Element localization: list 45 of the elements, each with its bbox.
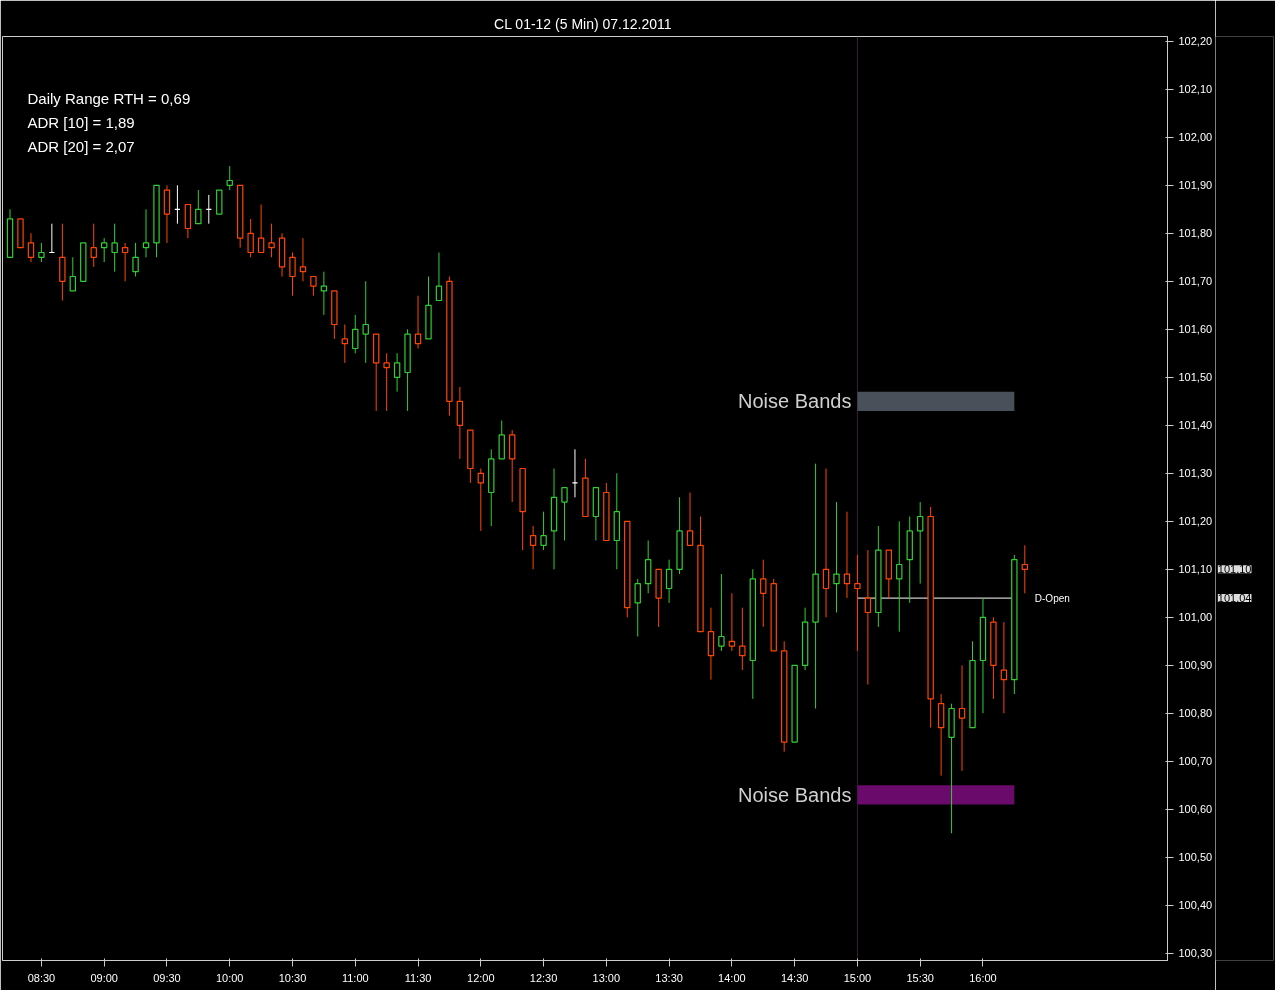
text: 101,04 xyxy=(1217,592,1252,605)
y-tick-label: 100,70 xyxy=(1178,755,1213,768)
annotation: ADR [20] = 2,07 xyxy=(27,137,135,155)
ref-line-label: D-Open xyxy=(1034,592,1070,604)
y-tick-label: 100,60 xyxy=(1178,803,1213,816)
x-tick-label: 14:30 xyxy=(780,971,809,984)
x-tick-label: 15:00 xyxy=(843,971,872,984)
text: 101,10 xyxy=(1217,563,1252,576)
x-tick-label: 10:30 xyxy=(278,971,307,984)
y-tick-label: 100,30 xyxy=(1178,947,1213,960)
x-tick-label: 14:00 xyxy=(718,971,746,984)
x-tick-label: 16:00 xyxy=(969,971,997,984)
y-tick-label: 101,70 xyxy=(1178,275,1213,288)
y-tick-label: 101,50 xyxy=(1178,371,1213,384)
y-tick-label: 101,90 xyxy=(1178,179,1213,192)
chart-title: CL 01-12 (5 Min) 07.12.2011 xyxy=(494,15,672,32)
y-tick-label: 100,50 xyxy=(1178,851,1213,864)
x-tick-label: 12:00 xyxy=(467,971,495,984)
y-tick-label: 100,80 xyxy=(1178,707,1213,720)
y-tick-label: 101,00 xyxy=(1178,611,1213,624)
annotation: Daily Range RTH = 0,69 xyxy=(27,89,191,107)
y-tick-label: 101,20 xyxy=(1178,515,1213,528)
band-label: Noise Bands xyxy=(738,390,852,413)
x-tick-label: 12:30 xyxy=(529,971,558,984)
y-tick-label: 101,80 xyxy=(1178,227,1213,240)
x-tick-label: 15:30 xyxy=(906,971,934,984)
x-tick-label: 09:30 xyxy=(153,971,181,984)
x-tick-label: 09:00 xyxy=(90,971,118,984)
y-tick-label: 102,20 xyxy=(1178,35,1213,48)
x-tick-label: 11:30 xyxy=(404,971,432,984)
annotation: ADR [10] = 1,89 xyxy=(27,113,135,131)
y-tick-label: 101,40 xyxy=(1178,419,1213,432)
y-tick-label: 101,30 xyxy=(1178,467,1213,480)
y-tick-label: 100,90 xyxy=(1178,659,1213,672)
y-tick-label: 101,60 xyxy=(1178,323,1213,336)
x-tick-label: 11:00 xyxy=(341,971,369,984)
band-label: Noise Bands xyxy=(738,783,852,806)
x-tick-label: 10:00 xyxy=(215,971,244,984)
x-tick-label: 13:30 xyxy=(655,971,683,984)
x-tick-label: 13:00 xyxy=(592,971,621,984)
y-tick-label: 100,40 xyxy=(1178,899,1213,912)
y-tick-label: 101,10 xyxy=(1178,563,1213,576)
y-tick-label: 102,00 xyxy=(1178,131,1213,144)
y-tick-label: 102,10 xyxy=(1178,83,1213,96)
x-tick-label: 08:30 xyxy=(27,971,56,984)
